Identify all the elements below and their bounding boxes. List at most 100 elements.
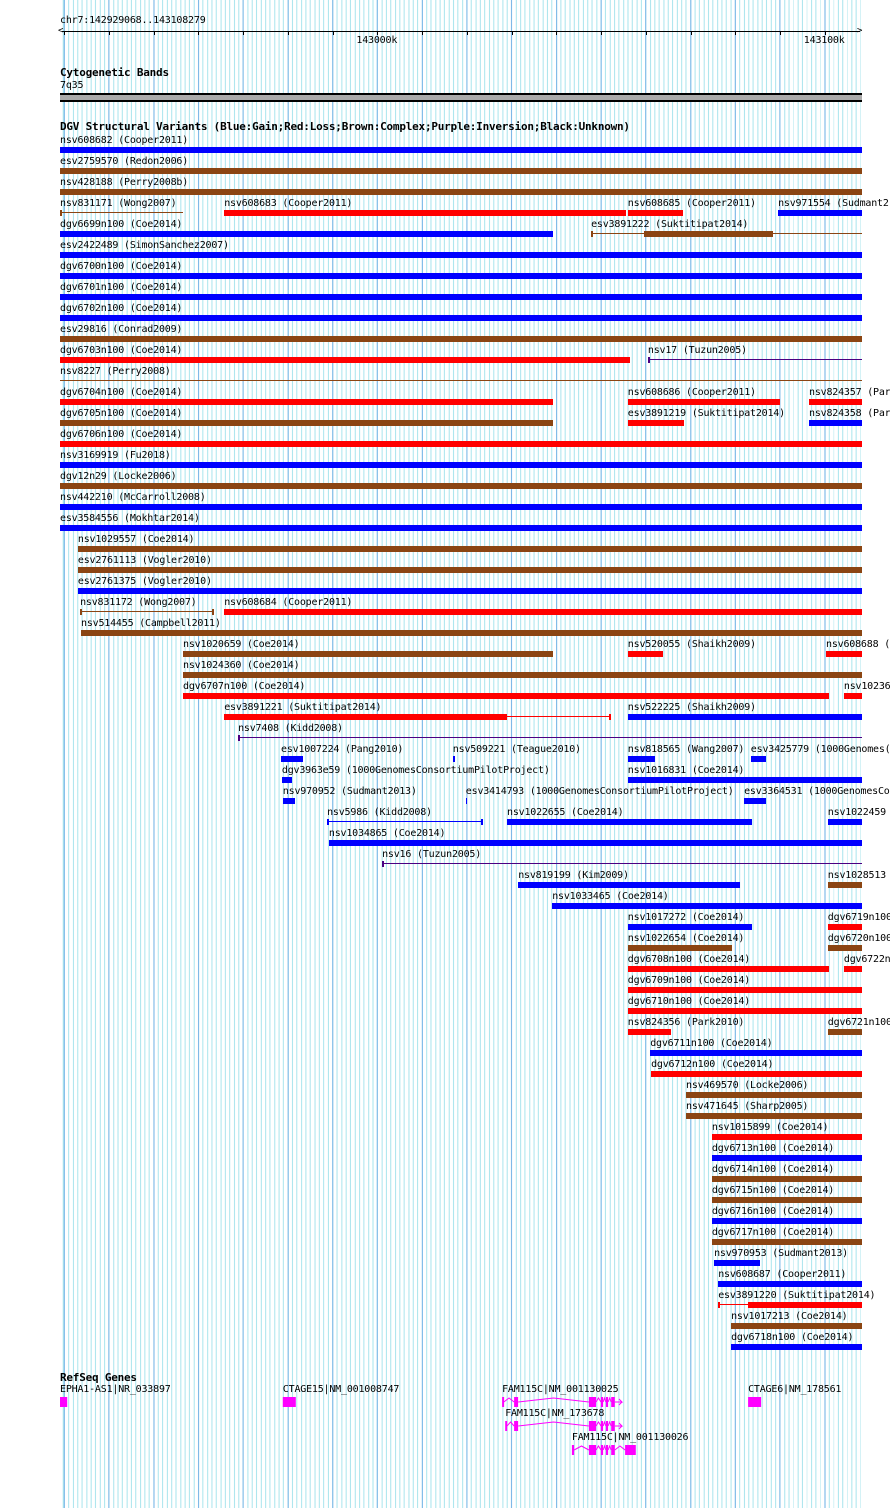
gene-label[interactable]: CTAGE15|NM_001008747 — [282, 1384, 400, 1395]
variant-bar[interactable] — [60, 441, 862, 447]
variant-bar[interactable] — [627, 399, 781, 405]
variant-line[interactable] — [327, 821, 482, 822]
variant-bar[interactable] — [650, 1050, 862, 1056]
gene-label[interactable]: EPHA1-AS1|NR_033897 — [60, 1384, 171, 1395]
variant-bar[interactable] — [60, 189, 862, 195]
variant-bar[interactable] — [77, 567, 862, 573]
variant-bar[interactable] — [627, 777, 862, 783]
variant-bar[interactable] — [686, 1092, 862, 1098]
variant-bar[interactable] — [183, 672, 862, 678]
variant-bar[interactable] — [282, 798, 295, 804]
variant-bar[interactable] — [465, 798, 468, 804]
variant-bar[interactable] — [224, 714, 507, 720]
variant-bar[interactable] — [627, 966, 830, 972]
variant-line[interactable] — [80, 611, 213, 612]
gene-label[interactable]: FAM115C|NM_001130026 — [571, 1432, 689, 1443]
variant-bar[interactable] — [60, 462, 862, 468]
variant-bar[interactable] — [328, 840, 862, 846]
variant-bar[interactable] — [809, 420, 862, 426]
variant-bar[interactable] — [744, 798, 766, 804]
variant-bar[interactable] — [711, 1197, 862, 1203]
variant-bar[interactable] — [627, 651, 664, 657]
variant-bar[interactable] — [183, 651, 553, 657]
variant-bar[interactable] — [827, 924, 862, 930]
variant-bar[interactable] — [452, 756, 455, 762]
gene-model[interactable] — [502, 1396, 624, 1407]
variant-bar[interactable] — [507, 819, 753, 825]
gene-model[interactable] — [571, 1444, 636, 1455]
variant-line[interactable] — [60, 212, 183, 213]
variant-bar[interactable] — [60, 273, 862, 279]
variant-line[interactable] — [238, 737, 862, 738]
variant-bar[interactable] — [827, 945, 862, 951]
variant-bar[interactable] — [60, 336, 862, 342]
variant-bar[interactable] — [748, 1302, 862, 1308]
variant-bar[interactable] — [60, 399, 554, 405]
variant-bar[interactable] — [627, 756, 656, 762]
variant-bar[interactable] — [224, 609, 862, 615]
variant-bar[interactable] — [518, 882, 741, 888]
variant-bar[interactable] — [60, 231, 554, 237]
variant-bar[interactable] — [77, 546, 862, 552]
variant-bar[interactable] — [711, 1155, 862, 1161]
variant-bar[interactable] — [718, 1281, 862, 1287]
variant-bar[interactable] — [627, 987, 862, 993]
variant-bar[interactable] — [627, 1008, 862, 1014]
variant-bar[interactable] — [60, 294, 862, 300]
variant-bar[interactable] — [627, 1029, 672, 1035]
scroll-left-arrow-icon[interactable]: < — [58, 26, 64, 36]
gene-label[interactable]: FAM115C|NM_001130025 — [502, 1384, 619, 1395]
cytoband-bar[interactable] — [60, 93, 862, 102]
variant-bar[interactable] — [60, 252, 862, 258]
scroll-right-arrow-icon[interactable]: > — [857, 26, 863, 36]
variant-bar[interactable] — [827, 1029, 862, 1035]
variant-bar[interactable] — [183, 693, 830, 699]
variant-bar[interactable] — [686, 1113, 862, 1119]
variant-bar[interactable] — [714, 1260, 761, 1266]
variant-bar[interactable] — [60, 147, 862, 153]
variant-bar[interactable] — [778, 210, 862, 216]
variant-bar[interactable] — [651, 1071, 862, 1077]
variant-line[interactable] — [60, 380, 862, 381]
variant-bar[interactable] — [826, 651, 862, 657]
variant-bar[interactable] — [60, 168, 862, 174]
variant-bar[interactable] — [60, 525, 862, 531]
variant-bar[interactable] — [711, 1176, 862, 1182]
variant-bar[interactable] — [827, 882, 862, 888]
variant-bar[interactable] — [281, 756, 303, 762]
variant-bar[interactable] — [827, 819, 862, 825]
variant-bar[interactable] — [627, 714, 862, 720]
variant-bar[interactable] — [643, 231, 774, 237]
variant-bar[interactable] — [731, 1323, 862, 1329]
gene-model[interactable] — [282, 1397, 296, 1407]
gene-model[interactable] — [505, 1420, 624, 1431]
variant-bar[interactable] — [60, 504, 862, 510]
gene-model[interactable] — [748, 1397, 762, 1407]
variant-bar[interactable] — [60, 483, 862, 489]
variant-bar[interactable] — [627, 945, 733, 951]
variant-bar[interactable] — [552, 903, 862, 909]
variant-bar[interactable] — [711, 1239, 862, 1245]
variant-line[interactable] — [382, 863, 862, 864]
variant-bar[interactable] — [81, 630, 862, 636]
variant-bar[interactable] — [731, 1344, 862, 1350]
variant-line[interactable] — [647, 359, 862, 360]
variant-bar[interactable] — [281, 777, 293, 783]
variant-bar[interactable] — [711, 1134, 862, 1140]
variant-bar[interactable] — [627, 210, 683, 216]
variant-bar[interactable] — [843, 693, 862, 699]
gene-label[interactable]: FAM115C|NM_173678 — [505, 1408, 605, 1419]
variant-bar[interactable] — [77, 588, 862, 594]
variant-bar[interactable] — [60, 420, 554, 426]
variant-bar[interactable] — [750, 756, 766, 762]
variant-bar[interactable] — [60, 357, 630, 363]
variant-bar[interactable] — [711, 1218, 862, 1224]
variant-bar[interactable] — [809, 399, 862, 405]
variant-bar[interactable] — [843, 966, 862, 972]
variant-bar[interactable] — [627, 924, 753, 930]
gene-model[interactable] — [60, 1397, 68, 1407]
gene-label[interactable]: CTAGE6|NM_178561 — [748, 1384, 842, 1395]
variant-bar[interactable] — [224, 210, 626, 216]
variant-bar[interactable] — [627, 420, 685, 426]
variant-bar[interactable] — [60, 315, 862, 321]
